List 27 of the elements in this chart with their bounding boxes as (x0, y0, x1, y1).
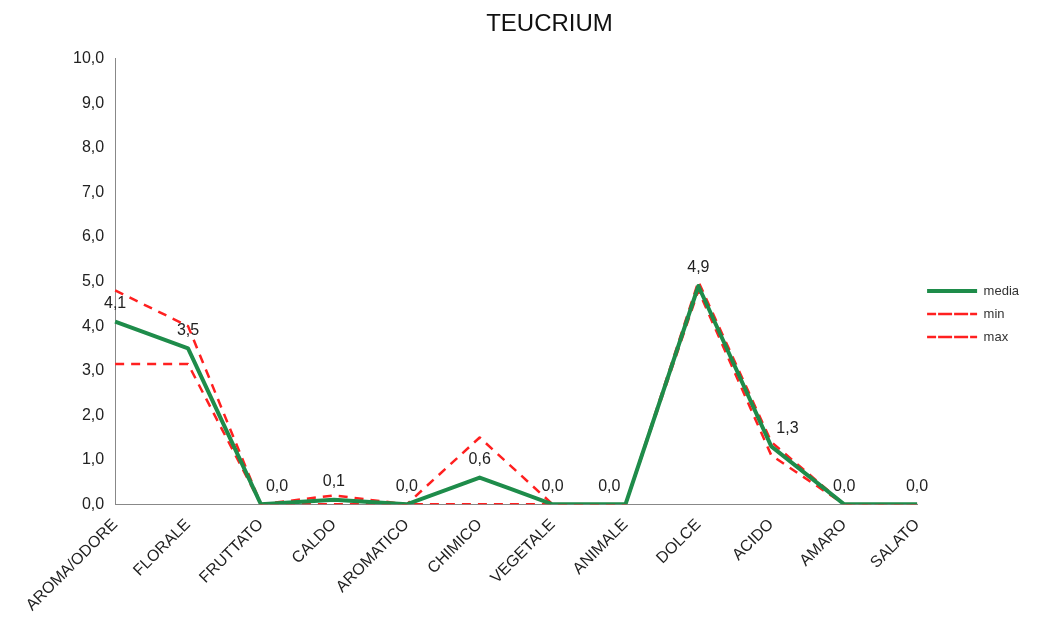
data-label: 0,0 (833, 476, 856, 494)
y-tick-label: 0,0 (81, 494, 105, 512)
chart-title: TEUCRIUM (486, 9, 613, 37)
y-tick-label: 1,0 (81, 450, 105, 468)
y-tick-label: 6,0 (81, 227, 105, 245)
data-label: 0,0 (905, 476, 929, 494)
legend-label: media (983, 282, 1020, 298)
data-label: 0,6 (468, 449, 491, 467)
y-tick-label: 3,0 (81, 361, 105, 379)
y-tick-label: 4,0 (81, 316, 105, 334)
data-label: 0,1 (322, 472, 346, 490)
data-label: 4,9 (687, 258, 710, 276)
y-tick-label: 2,0 (81, 405, 105, 423)
y-tick-label: 7,0 (81, 182, 105, 200)
legend-label: max (983, 328, 1009, 344)
data-label: 0,0 (541, 476, 564, 494)
y-tick-label: 5,0 (81, 271, 105, 289)
data-label: 0,0 (598, 476, 621, 494)
y-tick-label: 8,0 (81, 138, 105, 156)
data-label: 4,1 (104, 294, 127, 312)
data-label: 0,0 (395, 476, 418, 494)
y-tick-label: 10,0 (73, 49, 105, 67)
data-label: 1,3 (776, 418, 799, 436)
data-label: 0,0 (265, 476, 289, 494)
legend-label: min (983, 305, 1005, 321)
data-label: 3,5 (176, 320, 200, 338)
y-tick-label: 9,0 (81, 93, 105, 111)
